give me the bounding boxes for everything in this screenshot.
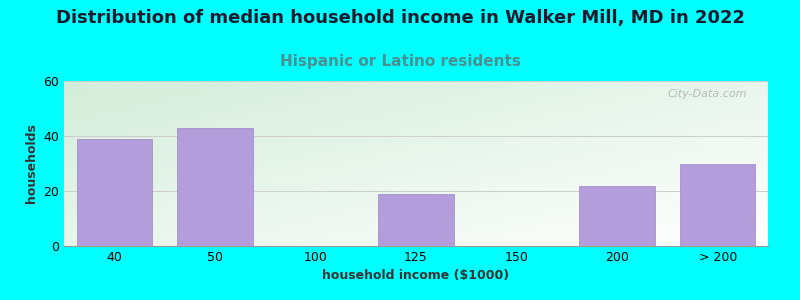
- Y-axis label: households: households: [25, 124, 38, 203]
- Text: Distribution of median household income in Walker Mill, MD in 2022: Distribution of median household income …: [55, 9, 745, 27]
- Text: Hispanic or Latino residents: Hispanic or Latino residents: [279, 54, 521, 69]
- Bar: [77, 139, 152, 246]
- Bar: [579, 185, 655, 246]
- Bar: [680, 164, 755, 246]
- Bar: [177, 128, 253, 246]
- Text: City-Data.com: City-Data.com: [667, 89, 747, 99]
- X-axis label: household income ($1000): household income ($1000): [322, 269, 510, 282]
- Bar: [378, 194, 454, 246]
